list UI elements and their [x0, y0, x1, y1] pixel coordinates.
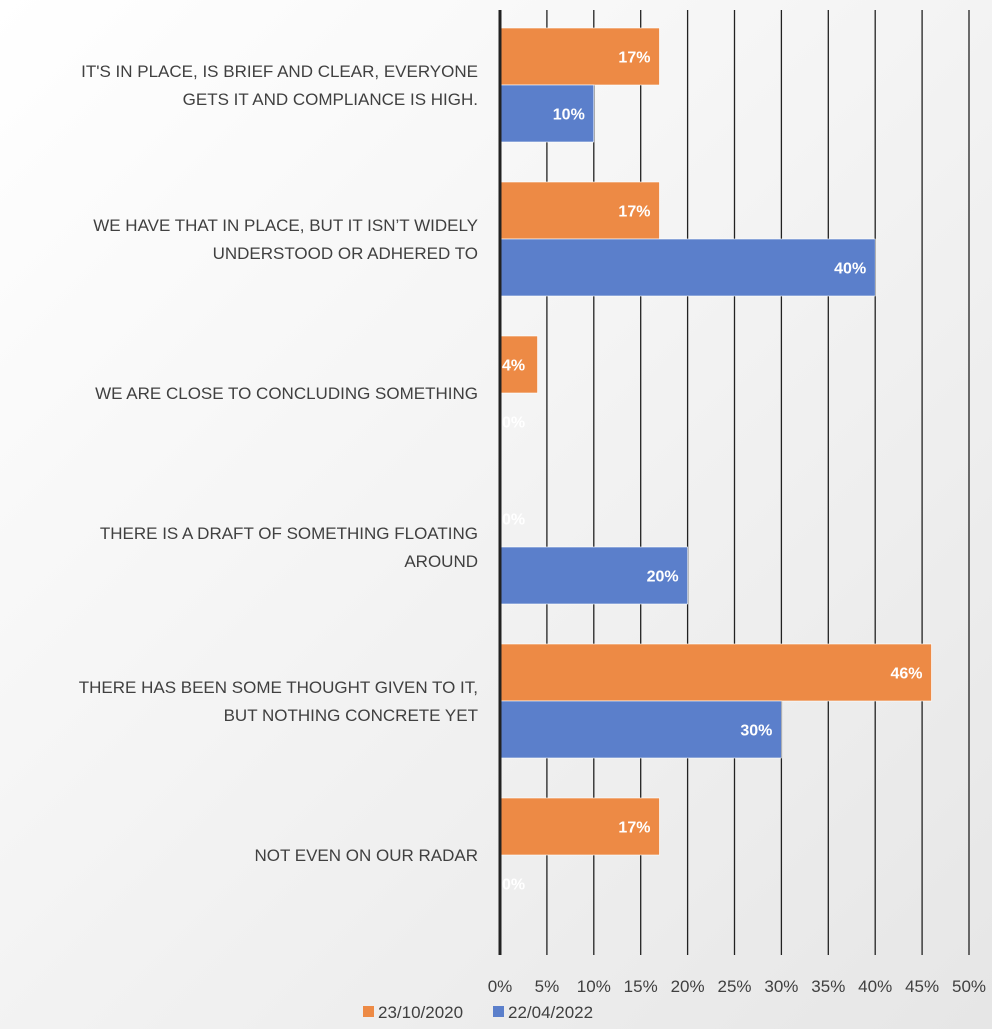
category-label: WE HAVE THAT IN PLACE, BUT IT ISN’T WIDE… [93, 216, 478, 235]
legend-label: 22/04/2022 [508, 1003, 593, 1022]
category-label: UNDERSTOOD OR ADHERED TO [213, 244, 478, 263]
data-label: 17% [618, 50, 650, 67]
data-label: 30% [740, 723, 772, 740]
category-label: BUT NOTHING CONCRETE YET [224, 706, 478, 725]
category-label: IT'S IN PLACE, IS BRIEF AND CLEAR, EVERY… [81, 62, 478, 81]
legend-label: 23/10/2020 [378, 1003, 463, 1022]
bar [499, 238, 876, 297]
bar [499, 797, 660, 856]
x-tick-label: 15% [624, 977, 658, 996]
category-label: AROUND [404, 552, 478, 571]
x-tick-label: 30% [764, 977, 798, 996]
x-tick-label: 10% [577, 977, 611, 996]
bar [499, 27, 660, 86]
data-label: 0% [502, 512, 525, 529]
category-label: THERE IS A DRAFT OF SOMETHING FLOATING [100, 524, 478, 543]
data-label: 17% [618, 204, 650, 221]
category-label: GETS IT AND COMPLIANCE IS HIGH. [183, 90, 478, 109]
x-tick-label: 20% [671, 977, 705, 996]
data-label: 10% [553, 107, 585, 124]
bar [499, 700, 782, 759]
x-tick-label: 0% [488, 977, 513, 996]
x-tick-label: 40% [858, 977, 892, 996]
legend-swatch [493, 1006, 504, 1017]
x-tick-label: 5% [535, 977, 560, 996]
x-tick-label: 25% [717, 977, 751, 996]
bar [499, 643, 932, 702]
data-label: 4% [502, 358, 525, 375]
category-label: NOT EVEN ON OUR RADAR [254, 846, 478, 865]
category-label: THERE HAS BEEN SOME THOUGHT GIVEN TO IT, [79, 678, 478, 697]
data-label: 0% [502, 415, 525, 432]
data-label: 17% [618, 820, 650, 837]
x-tick-label: 50% [952, 977, 986, 996]
data-label: 40% [834, 261, 866, 278]
bar [499, 546, 688, 605]
x-tick-label: 45% [905, 977, 939, 996]
data-label: 0% [502, 877, 525, 894]
data-label: 46% [890, 666, 922, 683]
legend-swatch [363, 1006, 374, 1017]
data-label: 20% [647, 569, 679, 586]
category-label: WE ARE CLOSE TO CONCLUDING SOMETHING [95, 384, 478, 403]
x-tick-label: 35% [811, 977, 845, 996]
